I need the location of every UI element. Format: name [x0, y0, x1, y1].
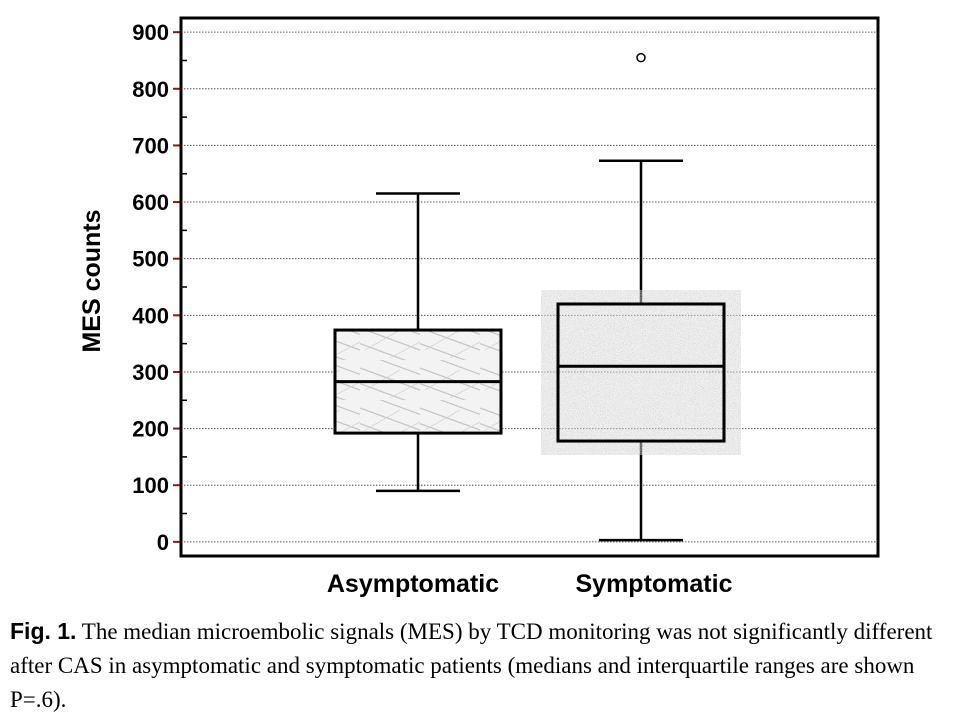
x-category-label: Asymptomatic [327, 570, 499, 598]
y-tick-label: 400 [132, 303, 169, 328]
y-tick-label: 600 [132, 190, 169, 215]
y-axis-title: MES counts [78, 209, 106, 352]
outlier-point [636, 52, 646, 63]
y-tick-label: 500 [132, 247, 169, 272]
y-tick-label: 900 [132, 20, 169, 45]
box-asymptomatic [333, 192, 503, 493]
y-tick-label: 300 [132, 360, 169, 385]
y-tick-label: 0 [157, 530, 169, 555]
y-tick-label: 700 [132, 133, 169, 158]
caption-label: Fig. 1. [10, 618, 77, 644]
boxes [333, 52, 726, 542]
box-fill [558, 303, 724, 442]
gridlines [181, 31, 878, 543]
caption-text: The median microembolic signals (MES) by… [10, 619, 933, 712]
box-symptomatic [556, 52, 726, 542]
y-axis: 0 100 200 300 400 500 600 700 800 900 [132, 20, 187, 555]
y-tick-label: 200 [132, 417, 169, 442]
figure-caption: Fig. 1. The median microembolic signals … [10, 614, 950, 717]
y-tick-label: 800 [132, 77, 169, 102]
box-outline [556, 302, 726, 443]
x-category-label: Symptomatic [576, 570, 733, 598]
y-tick-label: 100 [132, 473, 169, 498]
plot-frame [179, 16, 880, 558]
